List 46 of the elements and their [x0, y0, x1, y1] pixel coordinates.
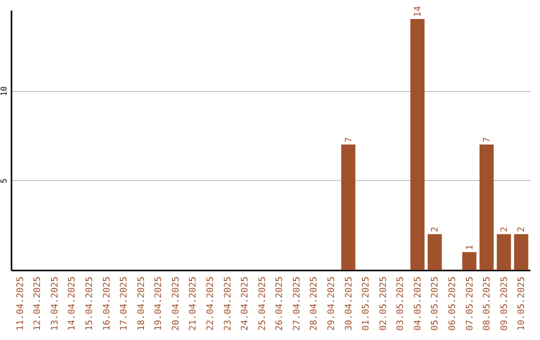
x-tick-label: 19.04.2025 [154, 276, 164, 331]
x-tick-label: 10.05.2025 [517, 276, 528, 331]
x-tick-label: 30.04.2025 [344, 276, 354, 331]
x-tick-label: 20.04.2025 [171, 276, 182, 331]
bar [514, 234, 528, 270]
bar [341, 144, 356, 270]
x-tick-label: 26.04.2025 [275, 276, 286, 331]
x-tick-label: 25.04.2025 [258, 276, 268, 331]
data-label: 7 [482, 137, 493, 142]
x-tick-label: 11.04.2025 [16, 276, 26, 331]
bar [496, 234, 511, 270]
data-label: 2 [500, 226, 510, 232]
x-tick-label: 01.05.2025 [362, 276, 372, 331]
x-tick-label: 09.05.2025 [500, 276, 510, 331]
bar [428, 234, 442, 270]
x-tick-label: 22.04.2025 [206, 276, 216, 331]
x-tick-label: 21.04.2025 [188, 276, 199, 331]
x-tick-label: 08.05.2025 [482, 276, 493, 331]
x-tick-label: 23.04.2025 [223, 276, 234, 331]
x-tick-label: 03.05.2025 [396, 276, 406, 331]
x-tick-label: 18.04.2025 [136, 276, 147, 331]
data-label: 7 [344, 137, 354, 142]
x-tick-label: 02.05.2025 [378, 276, 389, 331]
data-label: 14 [413, 6, 424, 17]
data-label: 1 [465, 244, 476, 250]
x-tick-label: 14.04.2025 [68, 276, 78, 331]
x-tick-label: 27.04.2025 [292, 276, 302, 331]
x-tick-label: 05.05.2025 [430, 276, 441, 331]
bar [462, 252, 476, 270]
x-tick-label: 28.04.2025 [310, 276, 320, 331]
x-tick-label: 29.04.2025 [327, 276, 338, 331]
y-tick-label: 5 [0, 178, 8, 184]
x-tick-label: 17.04.2025 [120, 276, 130, 331]
x-tick-label: 06.05.2025 [448, 276, 458, 331]
x-tick-label: 15.04.2025 [84, 276, 95, 331]
x-tick-label: 16.04.2025 [102, 276, 112, 331]
y-tick-label: 10 [0, 86, 8, 96]
bar [480, 144, 494, 270]
data-label: 2 [430, 226, 441, 232]
x-tick-label: 24.04.2025 [240, 276, 251, 331]
bar [410, 18, 425, 270]
x-tick-label: 07.05.2025 [465, 276, 476, 331]
x-tick-label: 13.04.2025 [50, 276, 60, 331]
x-tick-label: 04.05.2025 [413, 276, 424, 331]
x-tick-label: 12.04.2025 [33, 276, 44, 331]
data-label: 2 [517, 226, 528, 232]
